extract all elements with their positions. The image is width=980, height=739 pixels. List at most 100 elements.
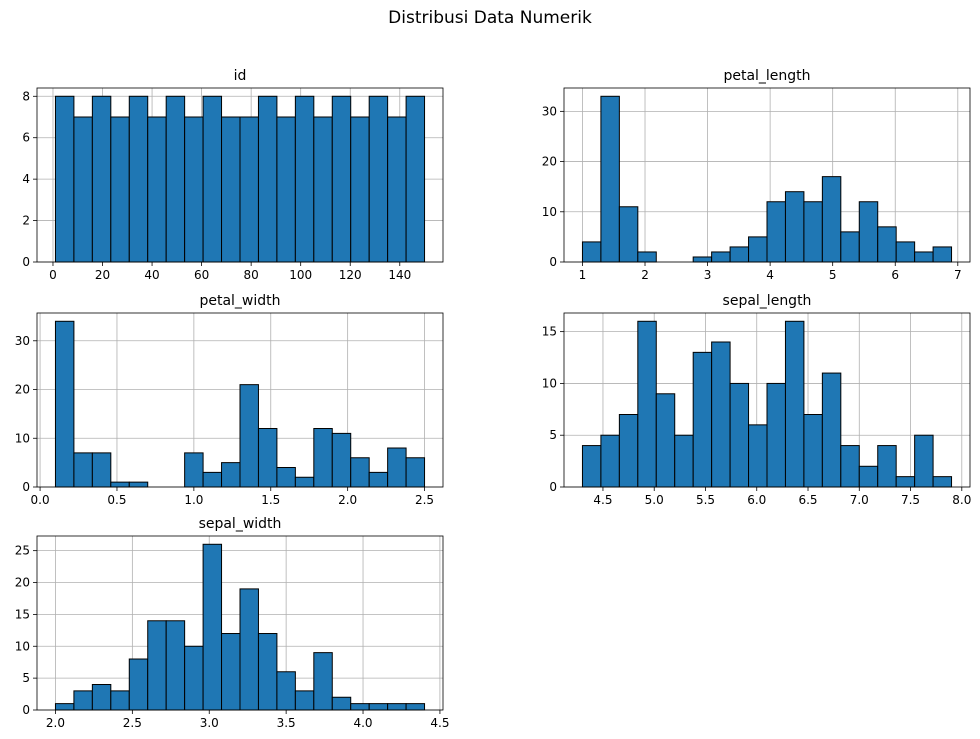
histogram-bar (784, 191, 805, 263)
histogram-bar (803, 201, 823, 263)
histogram-bar (674, 434, 694, 488)
histogram-bar (165, 620, 186, 711)
y-tick-label: 5 (22, 671, 30, 685)
histogram-bar (692, 256, 713, 263)
x-tick-label: 2.5 (415, 493, 434, 507)
subplot-title: sepal_width (199, 516, 282, 532)
x-tick-label: 3.5 (277, 716, 296, 730)
histogram-bar (711, 251, 731, 263)
histogram-bar (313, 428, 333, 488)
y-tick-label: 15 (542, 325, 557, 339)
histogram-bar (858, 465, 879, 488)
y-tick-label: 10 (15, 639, 30, 653)
subplot-title: id (234, 68, 247, 84)
histogram-bar (257, 428, 278, 488)
histogram-bar (276, 467, 296, 488)
histogram-bar (73, 452, 93, 488)
histogram-bar (202, 471, 223, 488)
x-tick-label: 2.5 (123, 716, 142, 730)
histogram-bar (748, 236, 768, 263)
axes-frame (36, 535, 444, 711)
histogram-bar (618, 414, 639, 488)
histogram-bar (729, 382, 750, 488)
x-tick-label: 0.0 (31, 493, 50, 507)
histogram-bar (840, 445, 860, 488)
x-tick-label: 2.0 (338, 493, 357, 507)
histogram-bar (239, 116, 259, 263)
histogram-bar (877, 226, 897, 263)
y-tick-label: 0 (22, 480, 30, 494)
histogram-bar (147, 620, 167, 711)
histogram-bar (637, 251, 657, 263)
x-tick-label: 1.0 (184, 493, 203, 507)
histogram-bar (387, 447, 407, 488)
y-tick-label: 10 (542, 205, 557, 219)
histogram-bar (257, 95, 278, 263)
histogram-bar (294, 476, 315, 488)
x-tick-label: 140 (388, 268, 411, 282)
histogram-bar (73, 690, 93, 711)
histogram-bar (54, 703, 75, 711)
x-tick-label: 20 (95, 268, 110, 282)
y-tick-label: 8 (22, 89, 30, 103)
histogram-bar (202, 543, 223, 711)
x-tick-label: 8.0 (952, 493, 971, 507)
histogram-bar (821, 176, 842, 263)
histogram-bar (128, 481, 149, 488)
axes-frame (563, 87, 971, 263)
y-tick-label: 30 (542, 104, 557, 118)
histogram-bar (73, 116, 93, 263)
histogram-bar (766, 382, 786, 488)
histogram-bar (221, 116, 241, 263)
x-tick-label: 4 (766, 268, 774, 282)
axes-frame (563, 312, 971, 488)
x-tick-label: 6.5 (798, 493, 817, 507)
histogram-bar (54, 95, 75, 263)
histogram-bar (932, 476, 953, 488)
histogram-bar (387, 116, 407, 263)
histogram-bar (110, 481, 130, 488)
histogram-bar (184, 645, 204, 711)
histogram-bar (184, 452, 204, 488)
x-tick-label: 2.0 (46, 716, 65, 730)
subplot: 0 20 40 60 80 100 120 140 0 2 4 6 8 id (22, 68, 444, 282)
histogram-bar (748, 424, 768, 488)
x-tick-label: 5 (829, 268, 837, 282)
histogram-bar (91, 452, 112, 488)
x-tick-label: 0.5 (107, 493, 126, 507)
histogram-bar (276, 116, 296, 263)
x-tick-label: 2 (641, 268, 649, 282)
histogram-bar (239, 588, 259, 711)
histogram-bar (405, 95, 426, 263)
histogram-bar (405, 457, 426, 488)
x-tick-label: 1.5 (261, 493, 280, 507)
histogram-bar (91, 95, 112, 263)
figure-title: Distribusi Data Numerik (388, 8, 592, 28)
x-tick-label: 4.5 (430, 716, 449, 730)
y-tick-label: 0 (549, 255, 557, 269)
histogram-bar (581, 445, 602, 488)
x-tick-label: 5.0 (645, 493, 664, 507)
histogram-bar (914, 434, 934, 488)
y-tick-label: 15 (15, 607, 30, 621)
x-tick-label: 0 (49, 268, 57, 282)
histogram-bar (331, 696, 352, 711)
x-tick-label: 3.0 (200, 716, 219, 730)
histogram-bar (821, 372, 842, 488)
x-tick-label: 80 (244, 268, 259, 282)
histogram-bar (128, 95, 149, 263)
y-tick-label: 4 (22, 172, 30, 186)
histogram-bar (618, 206, 639, 263)
histogram-bar (895, 241, 916, 263)
x-tick-label: 7.0 (850, 493, 869, 507)
subplot: 4.5 5.0 5.5 6.0 6.5 7.0 7.5 8.0 0 5 10 15 sepal_leng… (542, 293, 972, 507)
histogram-bar (387, 703, 407, 711)
subplot: 0.0 0.5 1.0 1.5 2.0 2.5 0 10 20 30 petal_width (15, 293, 444, 507)
histogram-bar (276, 671, 296, 711)
subplot-title: sepal_length (723, 293, 812, 309)
histogram-bar (331, 95, 352, 263)
histogram-bar (858, 201, 879, 263)
x-tick-label: 6 (891, 268, 899, 282)
y-tick-label: 0 (22, 255, 30, 269)
axes-frame (36, 312, 444, 488)
